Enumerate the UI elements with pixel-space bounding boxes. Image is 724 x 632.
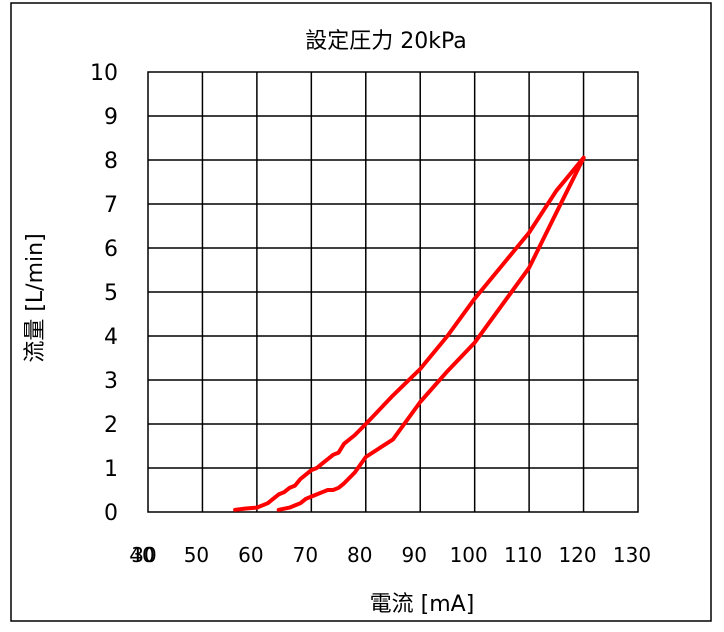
x-tick-label: 40 [129,543,154,567]
chart-border [10,2,712,622]
y-tick-label: 3 [104,369,118,394]
x-tick-label: 100 [450,543,488,567]
data-series [233,155,586,512]
y-tick-label: 8 [104,149,118,174]
x-tick-label: 120 [558,543,596,567]
y-axis-label: 流量 [L/min] [23,233,48,362]
y-tick-label: 10 [90,61,118,86]
x-tick-label: 30 [131,543,156,567]
x-axis-label: 電流 [mA] [370,592,475,617]
y-tick-label: 7 [104,193,118,218]
x-tick-label: 70 [293,543,318,567]
y-tick-label: 5 [104,281,118,306]
series-line-2 [276,155,586,512]
y-tick-label: 4 [104,325,118,350]
y-tick-label: 1 [104,457,118,482]
chart-title: 設定圧力 20kPa [305,29,467,54]
y-tick-label: 2 [104,413,118,438]
x-tick-label: 90 [401,543,426,567]
x-tick-label: 110 [504,543,542,567]
grid-lines [148,72,638,512]
x-tick-label: 50 [184,543,209,567]
y-tick-label: 0 [104,501,118,526]
y-tick-labels: 0 1 2 3 4 5 6 7 8 9 10 [90,61,118,526]
x-tick-label: 60 [238,543,263,567]
y-tick-label: 9 [104,105,118,130]
series-line-1 [233,155,586,512]
y-tick-label: 6 [104,237,118,262]
x-tick-label: 80 [347,543,372,567]
x-tick-label: 130 [613,543,651,567]
